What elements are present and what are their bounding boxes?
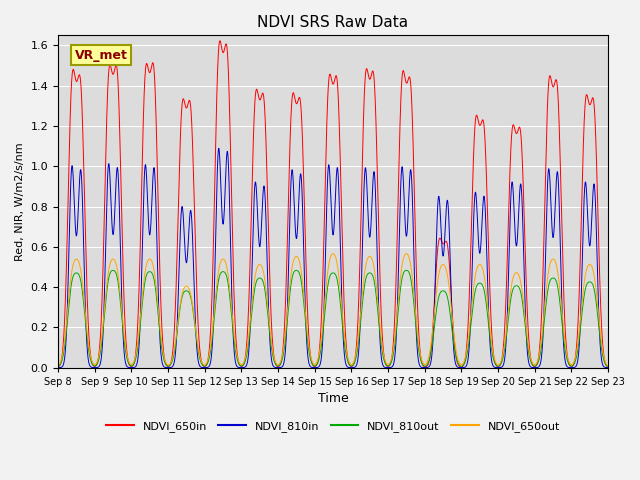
NDVI_810in (551, 213, 559, 219)
NDVI_810out (54, 364, 62, 370)
NDVI_810out (575, 338, 583, 344)
Legend: NDVI_650in, NDVI_810in, NDVI_810out, NDVI_650out: NDVI_650in, NDVI_810in, NDVI_810out, NDV… (102, 416, 564, 436)
NDVI_810in (604, 365, 612, 371)
Line: NDVI_810in: NDVI_810in (58, 148, 608, 368)
NDVI_650in (551, 80, 559, 86)
Title: NDVI SRS Raw Data: NDVI SRS Raw Data (257, 15, 408, 30)
NDVI_810out (551, 276, 559, 282)
NDVI_810out (399, 274, 406, 280)
NDVI_650in (216, 38, 224, 44)
NDVI_650in (575, 297, 583, 303)
NDVI_810out (120, 336, 128, 342)
NDVI_810out (554, 282, 561, 288)
NDVI_810in (554, 169, 561, 175)
NDVI_650out (398, 262, 406, 267)
NDVI_810in (265, 313, 273, 319)
NDVI_650out (575, 331, 583, 336)
NDVI_650in (604, 364, 612, 370)
NDVI_650out (265, 313, 273, 319)
NDVI_650out (120, 329, 127, 335)
NDVI_810out (604, 364, 612, 370)
Text: VR_met: VR_met (74, 48, 127, 61)
Line: NDVI_810out: NDVI_810out (58, 270, 608, 367)
NDVI_650out (551, 258, 559, 264)
NDVI_650out (604, 363, 612, 369)
NDVI_650out (54, 363, 62, 369)
NDVI_810in (399, 164, 406, 170)
NDVI_810out (109, 267, 117, 273)
Line: NDVI_650out: NDVI_650out (58, 253, 608, 366)
NDVI_650in (54, 364, 62, 370)
NDVI_810in (215, 145, 223, 151)
Line: NDVI_650in: NDVI_650in (58, 41, 608, 367)
NDVI_810in (54, 365, 62, 371)
NDVI_810in (575, 346, 583, 352)
NDVI_810in (120, 345, 127, 351)
NDVI_650out (403, 251, 410, 256)
NDVI_650in (554, 83, 561, 89)
Y-axis label: Red, NIR, W/m2/s/nm: Red, NIR, W/m2/s/nm (15, 142, 25, 261)
NDVI_650in (120, 290, 127, 296)
X-axis label: Time: Time (317, 392, 348, 405)
NDVI_650in (265, 242, 273, 248)
NDVI_650in (399, 72, 406, 77)
NDVI_650out (554, 267, 561, 273)
NDVI_810out (265, 322, 273, 327)
